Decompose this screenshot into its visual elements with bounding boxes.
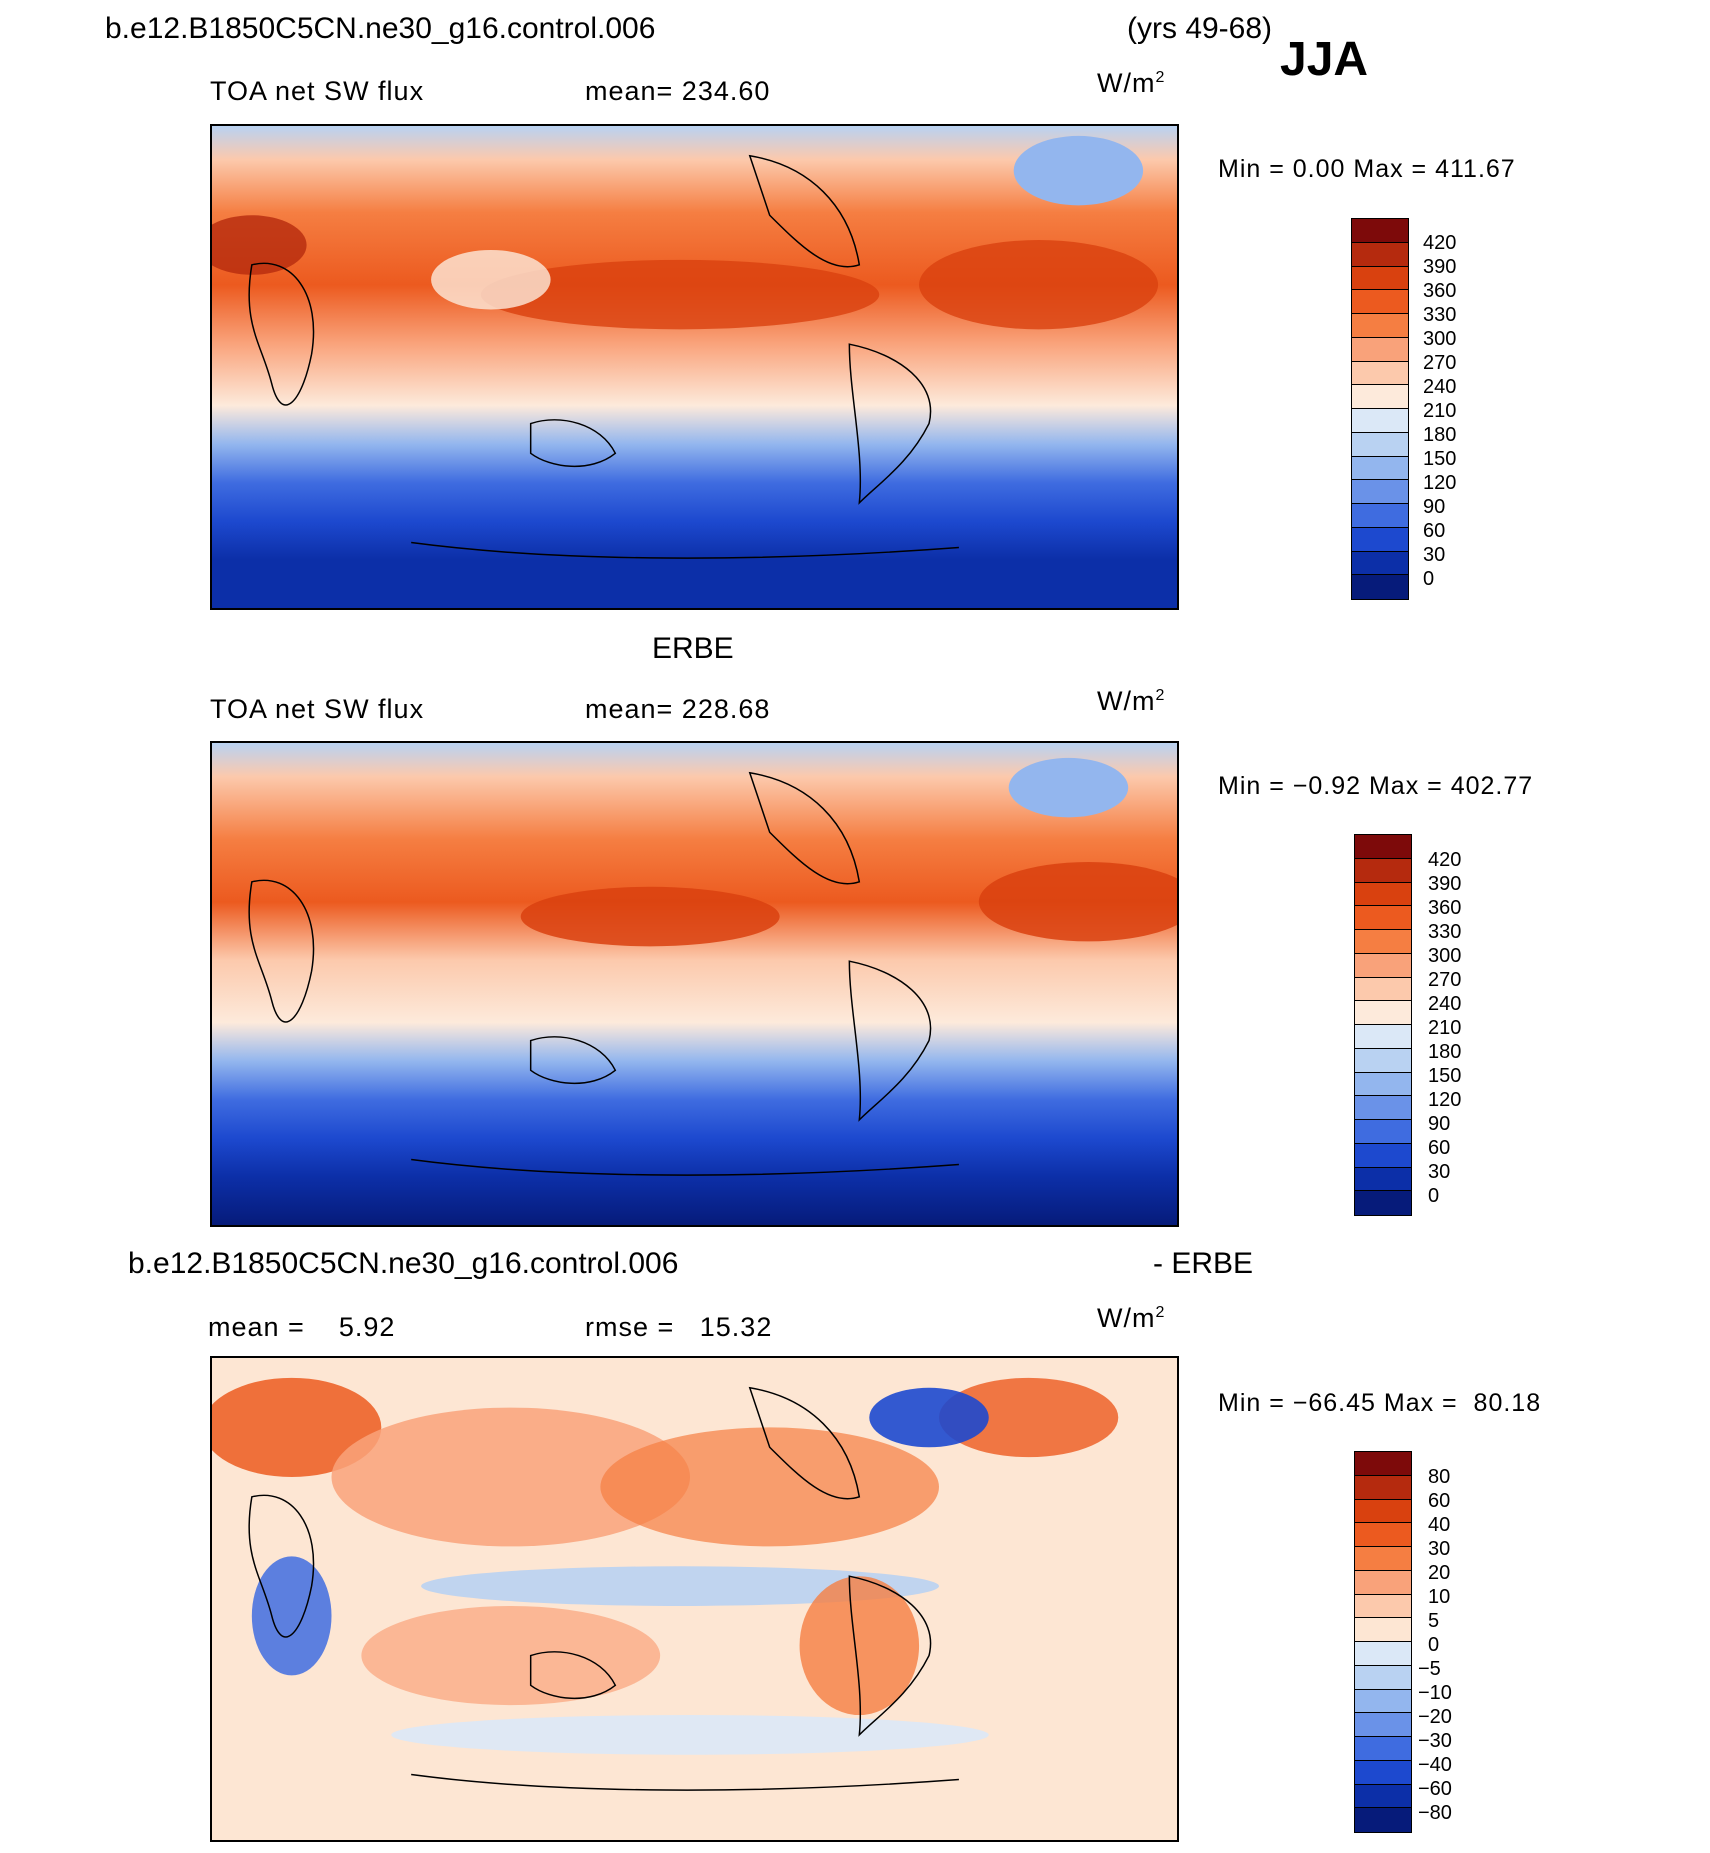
panel2-level-10: 120 xyxy=(1428,1089,1462,1111)
panel3-level-6: 5 xyxy=(1428,1610,1440,1632)
panel3-level-8: −5 xyxy=(1418,1658,1441,1680)
panel1-level-9: 150 xyxy=(1423,448,1457,470)
panel1-level-3: 330 xyxy=(1423,304,1457,326)
panel2-level-13: 30 xyxy=(1428,1161,1451,1183)
panel3-map xyxy=(210,1356,1179,1842)
panel3-heading-right: - ERBE xyxy=(1153,1247,1254,1280)
panel3-level-11: −30 xyxy=(1418,1730,1452,1752)
panel1-level-5: 270 xyxy=(1423,352,1457,374)
panel3-level-10: −20 xyxy=(1418,1706,1452,1728)
panel3-level-14: −80 xyxy=(1418,1802,1452,1824)
panel1-level-12: 60 xyxy=(1423,520,1446,542)
panel2-level-11: 90 xyxy=(1428,1113,1451,1135)
panel2-colorbar xyxy=(1354,834,1412,1216)
panel1-field xyxy=(212,126,1177,608)
panel1-map xyxy=(210,124,1179,610)
panel2-level-8: 180 xyxy=(1428,1041,1462,1063)
panel1-colorbar xyxy=(1351,218,1409,600)
panel3-field xyxy=(212,1358,1177,1840)
panel2-mean: mean= 228.68 xyxy=(585,694,771,724)
season-label: JJA xyxy=(1280,33,1369,86)
panel3-heading-left: b.e12.B1850C5CN.ne30_g16.control.006 xyxy=(128,1247,679,1280)
panel1-level-7: 210 xyxy=(1423,400,1457,422)
panel2-level-14: 0 xyxy=(1428,1185,1440,1207)
panel1-level-2: 360 xyxy=(1423,280,1457,302)
panel1-level-8: 180 xyxy=(1423,424,1457,446)
panel2-level-12: 60 xyxy=(1428,1137,1451,1159)
panel1-minmax: Min = 0.00 Max = 411.67 xyxy=(1218,155,1516,183)
panel2-level-0: 420 xyxy=(1428,849,1462,871)
years-label: (yrs 49-68) xyxy=(1127,12,1273,45)
panel2-level-9: 150 xyxy=(1428,1065,1462,1087)
panel3-level-7: 0 xyxy=(1428,1634,1440,1656)
panel2-level-1: 390 xyxy=(1428,873,1462,895)
panel3-level-2: 40 xyxy=(1428,1514,1451,1536)
panel2-field xyxy=(212,743,1177,1225)
panel1-level-0: 420 xyxy=(1423,232,1457,254)
panel1-level-11: 90 xyxy=(1423,496,1446,518)
panel2-level-6: 240 xyxy=(1428,993,1462,1015)
panel2-level-5: 270 xyxy=(1428,969,1462,991)
panel3-unit: W/m2 xyxy=(1097,1303,1166,1333)
panel2-minmax: Min = −0.92 Max = 402.77 xyxy=(1218,772,1534,800)
panel1-level-1: 390 xyxy=(1423,256,1457,278)
panel3-level-0: 80 xyxy=(1428,1466,1451,1488)
panel1-level-10: 120 xyxy=(1423,472,1457,494)
panel1-level-4: 300 xyxy=(1423,328,1457,350)
panel2-variable: TOA net SW flux xyxy=(210,694,425,724)
panel3-level-4: 20 xyxy=(1428,1562,1451,1584)
panel3-level-1: 60 xyxy=(1428,1490,1451,1512)
panel1-level-6: 240 xyxy=(1423,376,1457,398)
panel1-mean: mean= 234.60 xyxy=(585,76,771,106)
panel2-unit: W/m2 xyxy=(1097,686,1166,716)
panel3-level-5: 10 xyxy=(1428,1586,1451,1608)
panel2-level-4: 300 xyxy=(1428,945,1462,967)
panel3-rmse: rmse = 15.32 xyxy=(585,1312,773,1342)
panel3-colorbar xyxy=(1354,1451,1412,1833)
panel1-unit: W/m2 xyxy=(1097,68,1166,98)
panel3-level-3: 30 xyxy=(1428,1538,1451,1560)
panel2-heading: ERBE xyxy=(652,632,734,665)
panel1-level-13: 30 xyxy=(1423,544,1446,566)
panel2-map xyxy=(210,741,1179,1227)
panel2-level-7: 210 xyxy=(1428,1017,1462,1039)
panel3-level-12: −40 xyxy=(1418,1754,1452,1776)
panel3-level-13: −60 xyxy=(1418,1778,1452,1800)
panel2-level-2: 360 xyxy=(1428,897,1462,919)
panel3-level-9: −10 xyxy=(1418,1682,1452,1704)
panel2-level-3: 330 xyxy=(1428,921,1462,943)
case-title: b.e12.B1850C5CN.ne30_g16.control.006 xyxy=(105,12,656,45)
panel3-minmax: Min = −66.45 Max = 80.18 xyxy=(1218,1389,1542,1417)
panel1-level-14: 0 xyxy=(1423,568,1435,590)
panel3-mean: mean = 5.92 xyxy=(208,1312,396,1342)
panel1-variable: TOA net SW flux xyxy=(210,76,425,106)
